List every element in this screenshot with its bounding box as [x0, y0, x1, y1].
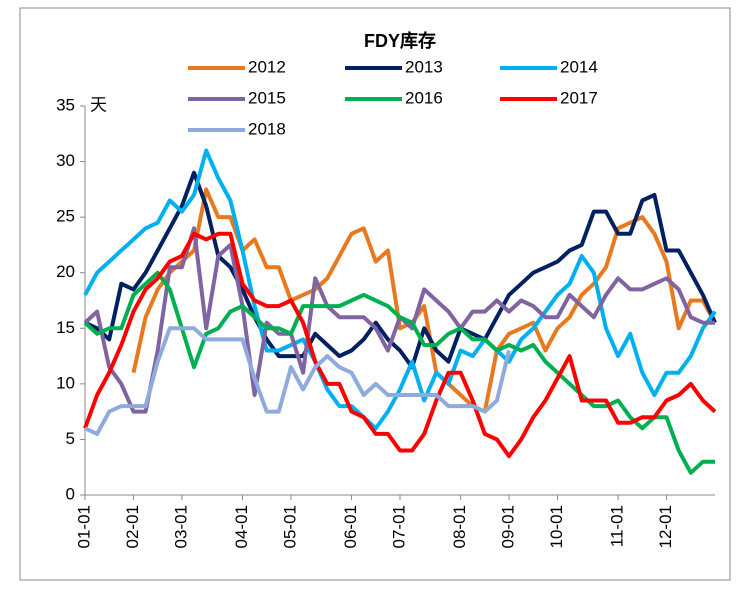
y-tick-label: 20 — [56, 262, 75, 281]
x-tick-label: 05-01 — [280, 505, 299, 548]
y-tick-label: 10 — [56, 373, 75, 392]
series-line — [131, 187, 717, 414]
x-tick-label: 08-01 — [450, 505, 469, 548]
x-tick-label: 04-01 — [232, 505, 251, 548]
x-tick-label: 07-01 — [389, 505, 408, 548]
x-tick-label: 02-01 — [123, 505, 142, 548]
y-tick-label: 35 — [56, 95, 75, 114]
x-tick-label: 03-01 — [171, 505, 190, 548]
x-tick-label: 12-01 — [656, 505, 675, 548]
x-tick-label: 06-01 — [341, 505, 360, 548]
legend-label: 2015 — [248, 88, 286, 107]
legend-label: 2017 — [560, 88, 598, 107]
chart-title: FDY库存 — [364, 30, 436, 51]
y-tick-label: 0 — [66, 484, 75, 503]
y-tick-label: 30 — [56, 151, 75, 170]
legend-label: 2012 — [248, 57, 286, 76]
x-tick-label: 01-01 — [74, 505, 93, 548]
y-axis-label: 天 — [90, 95, 107, 114]
legend-label: 2018 — [248, 119, 286, 138]
series-line — [83, 231, 717, 459]
x-tick-label: 11-01 — [608, 505, 627, 547]
x-tick-label: 09-01 — [499, 505, 518, 548]
legend-label: 2013 — [405, 57, 443, 76]
series-line — [84, 170, 717, 370]
y-tick-label: 25 — [56, 207, 75, 226]
series-line — [83, 148, 717, 431]
y-tick-label: 5 — [66, 429, 75, 448]
legend-label: 2016 — [405, 88, 443, 107]
chart-frame — [19, 7, 731, 581]
legend-label: 2014 — [560, 57, 598, 76]
x-tick-label: 10-01 — [547, 505, 566, 548]
y-tick-label: 15 — [56, 318, 75, 337]
series-line — [84, 326, 511, 436]
